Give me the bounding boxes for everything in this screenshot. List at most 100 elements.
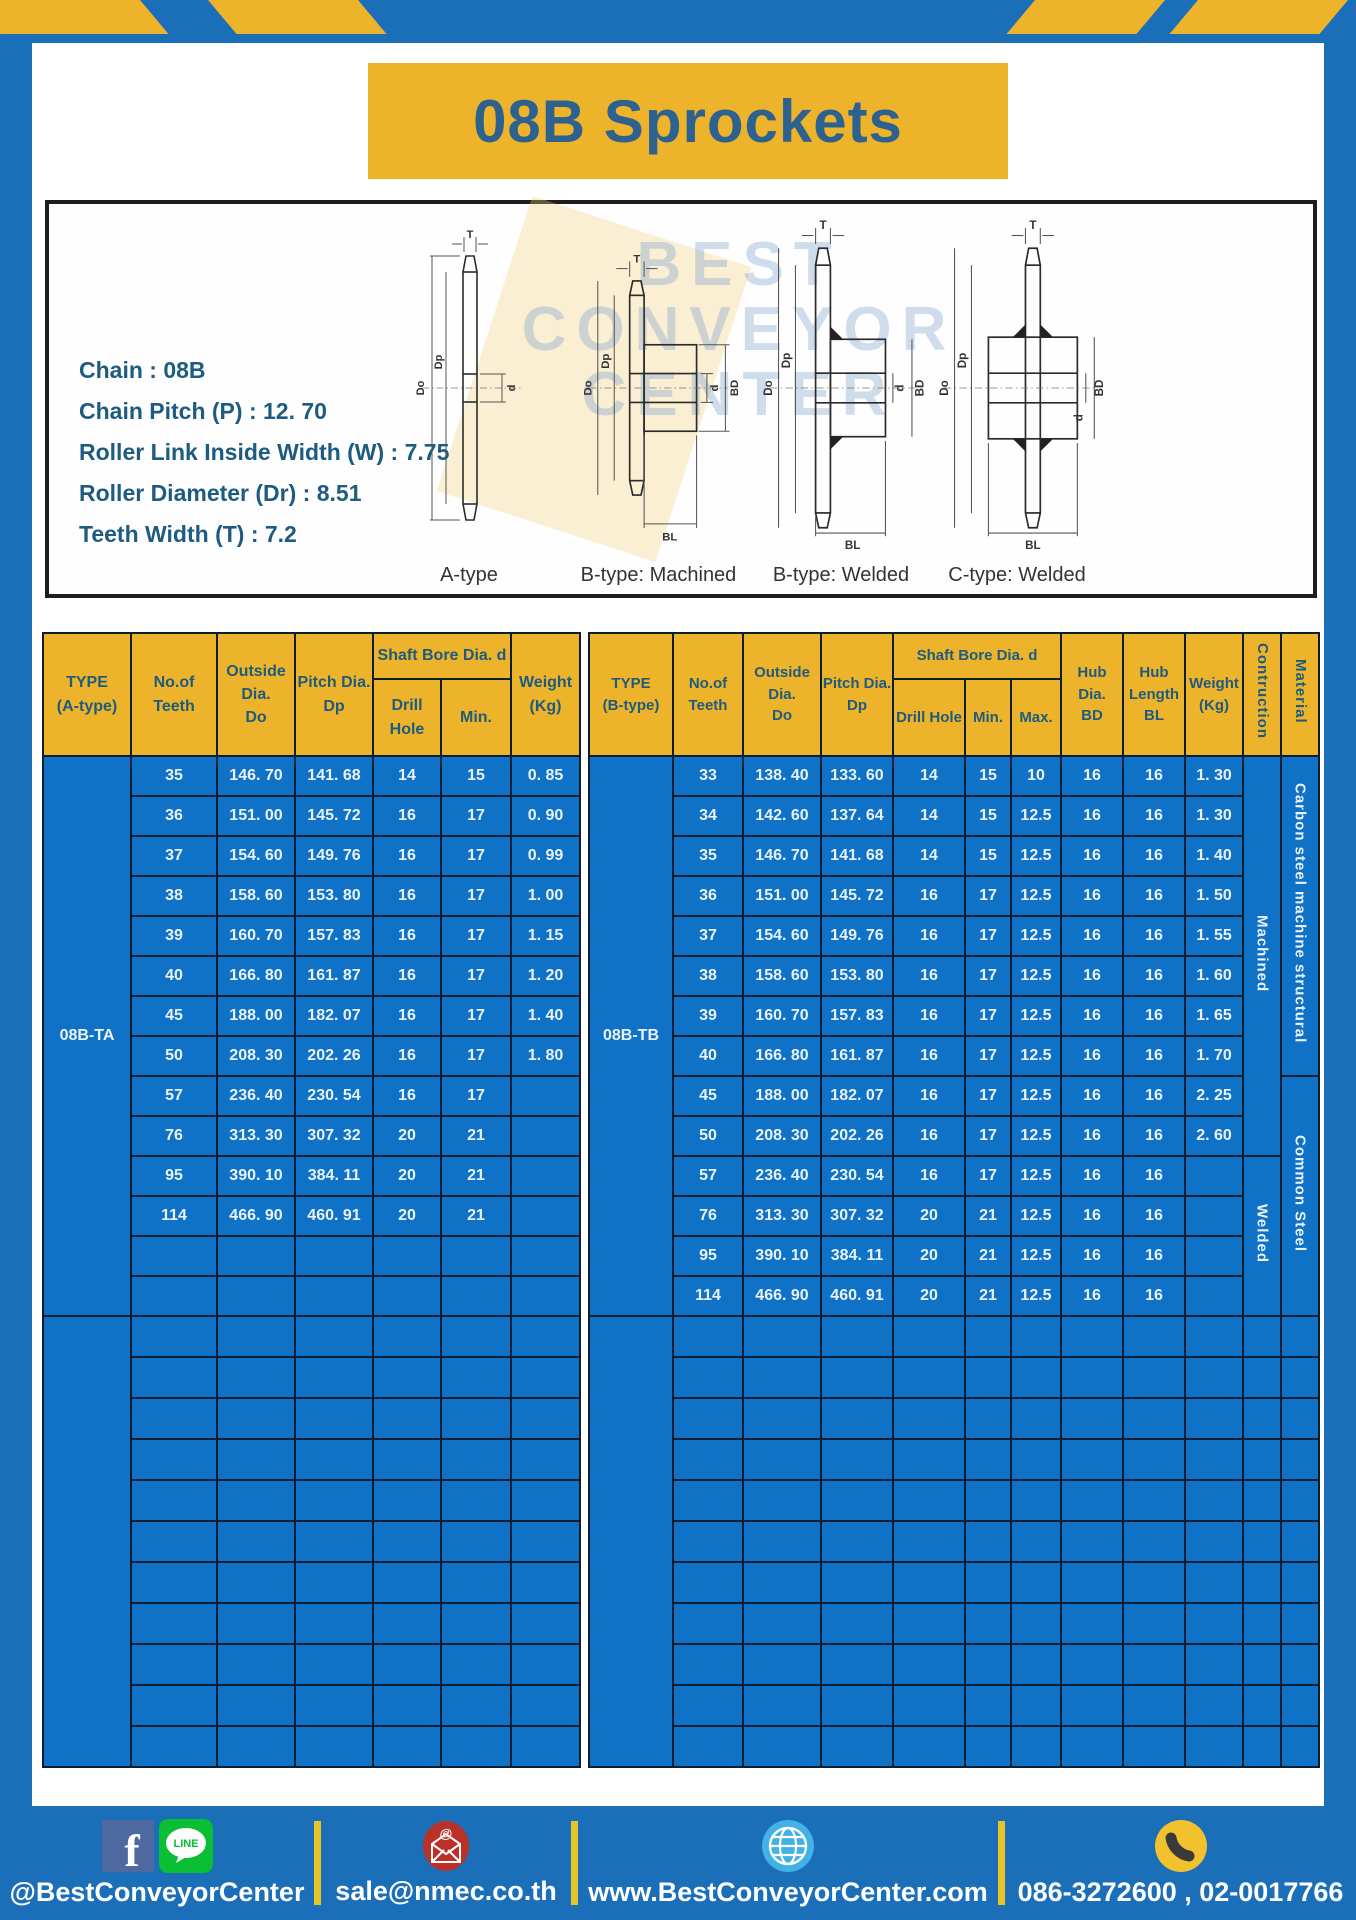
table-cell (742, 1561, 822, 1604)
line-icon[interactable]: LINE (158, 1818, 213, 1873)
table-cell (1280, 1479, 1320, 1522)
table-cell (672, 1684, 744, 1727)
footer-website[interactable]: www.BestConveyorCenter.com (588, 1876, 988, 1907)
table-cell (1010, 1725, 1062, 1768)
table-cell: 1. 40 (510, 995, 581, 1037)
table-row: 45 188. 00 182. 07 16 17 12.5 16 16 2. 25 Common … (589, 1075, 1320, 1317)
svg-text:BL: BL (845, 539, 860, 552)
table-cell (1242, 1643, 1282, 1686)
col-min: Min. (440, 678, 512, 757)
table-cell: 16 (1060, 995, 1124, 1037)
table-cell: 33 (672, 755, 744, 797)
table-cell (964, 1315, 1012, 1358)
table-cell (1280, 1356, 1320, 1399)
table-cell: 460. 91 (820, 1275, 894, 1317)
footer-email[interactable]: sale@nmec.co.th (335, 1875, 557, 1906)
table-cell: 35 (130, 755, 218, 797)
table-row (43, 1438, 581, 1481)
email-icon[interactable]: @ (420, 1820, 472, 1872)
table-cell (820, 1561, 894, 1604)
table-cell (372, 1315, 442, 1358)
col-shaft-bore: Shaft Bore Dia. d (372, 632, 512, 680)
table-cell: 15 (440, 755, 512, 797)
table-cell (742, 1684, 822, 1727)
table-cell (892, 1643, 966, 1686)
table-row (589, 1397, 1320, 1440)
col-outside-dia: Outside Dia. Do (216, 632, 296, 757)
table-row (589, 1356, 1320, 1399)
col-max: Max. (1010, 678, 1062, 757)
table-cell: 12.5 (1010, 1235, 1062, 1277)
table-cell (1242, 1561, 1282, 1604)
phone-icon[interactable] (1154, 1819, 1208, 1873)
footer-website-section[interactable]: www.BestConveyorCenter.com (578, 1806, 998, 1920)
table-cell: 157. 83 (294, 915, 374, 957)
table-cell: 1. 70 (1184, 1035, 1244, 1077)
svg-text:Do: Do (938, 380, 951, 396)
svg-text:d: d (1073, 414, 1086, 421)
table-cell: 1. 30 (1184, 795, 1244, 837)
globe-icon[interactable] (761, 1819, 815, 1873)
b-type-table-header: TYPE (B-type) No.of Teeth Outside Dia. D… (588, 632, 1320, 757)
table-cell: 17 (440, 875, 512, 917)
table-cell: 114 (672, 1275, 744, 1317)
table-row: 08B-TB 33 138. 40 133. 60 14 15 10 16 16 1. 30 Mac… (588, 755, 1320, 1317)
table-cell: 202. 26 (294, 1035, 374, 1077)
type-cell: 08B-TA (42, 755, 132, 1317)
table-cell: 16 (1060, 1235, 1124, 1277)
table-cell (964, 1602, 1012, 1645)
stripe (208, 0, 387, 34)
table-cell (820, 1684, 894, 1727)
table-cell (892, 1356, 966, 1399)
svg-text:T: T (467, 229, 474, 241)
table-cell (1122, 1684, 1186, 1727)
footer-social-handle[interactable]: @BestConveyorCenter (9, 1876, 305, 1907)
svg-text:d: d (709, 384, 721, 391)
page-title: 08B Sprockets (473, 87, 903, 155)
col-teeth: No.of Teeth (130, 632, 218, 757)
table-cell (1184, 1602, 1244, 1645)
table-cell (1184, 1315, 1244, 1358)
diagram-label: B-type: Welded (772, 564, 910, 586)
table-cell (372, 1479, 442, 1522)
table-cell (130, 1684, 218, 1727)
table-cell: 95 (130, 1155, 218, 1197)
svg-text:T: T (633, 253, 640, 265)
facebook-icon[interactable]: f (101, 1819, 154, 1872)
table-cell (1280, 1643, 1320, 1686)
table-row: 50 208. 30 202. 26 16 17 12.5 16 16 2. 60 (589, 1115, 1319, 1157)
footer-email-section[interactable]: @ sale@nmec.co.th (321, 1806, 571, 1920)
table-cell (742, 1643, 822, 1686)
table-cell: 16 (1060, 875, 1124, 917)
table-row: 57 236. 40 230. 54 16 17 12.5 16 16 Welded (589, 1155, 1319, 1317)
table-cell: 16 (892, 955, 966, 997)
table-cell (510, 1115, 581, 1157)
table-cell (672, 1315, 744, 1358)
table-cell (1060, 1602, 1124, 1645)
table-cell: 37 (130, 835, 218, 877)
table-cell: 12.5 (1010, 995, 1062, 1037)
table-cell (1242, 1356, 1282, 1399)
table-cell (1010, 1643, 1062, 1686)
table-cell (1280, 1397, 1320, 1440)
table-row (43, 1356, 581, 1399)
footer-contact-bar: f LINE @BestConveyorCenter @ sale@nmec.c… (0, 1806, 1356, 1920)
table-cell: 21 (964, 1235, 1012, 1277)
table-cell: 15 (964, 835, 1012, 877)
table-cell: 16 (892, 1155, 966, 1197)
table-cell: 158. 60 (216, 875, 296, 917)
table-cell: 16 (1060, 835, 1124, 877)
table-row (589, 1684, 1320, 1727)
footer-phone[interactable]: 086-3272600 , 02-0017766 (1017, 1876, 1344, 1907)
table-row (589, 1561, 1320, 1604)
footer-social-section[interactable]: f LINE @BestConveyorCenter (0, 1806, 314, 1920)
table-cell (964, 1479, 1012, 1522)
table-cell: 50 (672, 1115, 744, 1157)
table-cell: 182. 07 (294, 995, 374, 1037)
footer-phone-section[interactable]: 086-3272600 , 02-0017766 (1005, 1806, 1356, 1920)
table-row: 38 158. 60 153. 80 16 17 1. 00 (43, 875, 581, 917)
table-cell (964, 1397, 1012, 1440)
table-cell (130, 1356, 218, 1399)
table-row: 57 236. 40 230. 54 16 17 (43, 1075, 581, 1117)
table-cell: 16 (1060, 1035, 1124, 1077)
